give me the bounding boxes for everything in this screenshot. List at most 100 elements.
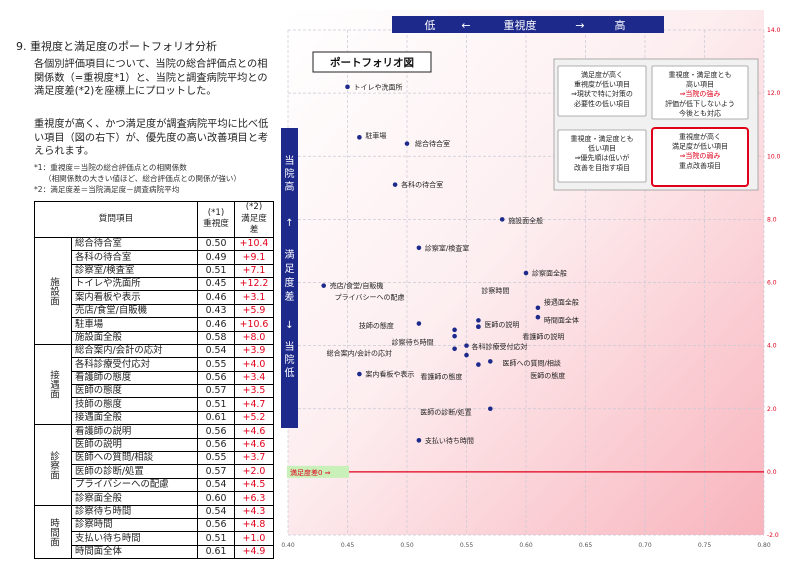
data-point — [452, 327, 457, 333]
cell-diff: +1.0 — [234, 531, 274, 546]
x-tick-label: 0.65 — [579, 542, 593, 549]
table-row: 接遇面 総合案内/会計の応対 0.54 +3.9 — [34, 343, 274, 426]
chart-label: ポートフォリオ図 — [330, 56, 414, 69]
cell-diff: +4.6 — [234, 437, 274, 453]
data-point — [476, 324, 481, 329]
quadrant-text: 重視度・満足度とも — [571, 134, 634, 143]
data-point — [345, 84, 350, 90]
zero-label: 満足度差0 ⇒ — [290, 468, 331, 477]
x-tick-label: 0.70 — [638, 542, 652, 549]
table-row: 各科の待合室 0.49 +9.1 — [35, 250, 274, 265]
cell-importance: 0.56 — [197, 517, 235, 533]
cell-importance: 0.57 — [197, 384, 235, 399]
svg-text:当: 当 — [285, 154, 295, 167]
table-row: トイレや洗面所 0.45 +12.2 — [35, 276, 274, 292]
top-axis-arrow-left: ← — [461, 19, 470, 32]
point-label: 医師の説明 — [484, 320, 519, 329]
x-tick-label: 0.60 — [519, 542, 533, 549]
svg-text:差: 差 — [285, 290, 295, 303]
cell-importance: 0.54 — [197, 504, 235, 519]
cell-importance: 0.55 — [197, 357, 235, 372]
points-layer — [321, 84, 541, 443]
y-tick-label: 6.0 — [767, 280, 777, 287]
data-point — [321, 283, 326, 288]
quadrant-text: 満足度が高く — [581, 70, 623, 79]
table-row: 時間面 診察待ち時間 0.54 +4.3 — [34, 504, 274, 560]
quadrant-text: ⇒現状で特に対策の — [571, 89, 633, 98]
left-axis-title: 満足度差 — [285, 249, 295, 303]
cell-diff: +4.5 — [234, 477, 274, 493]
table-row: 技師の態度 0.51 +4.7 — [35, 397, 274, 412]
svg-text:足: 足 — [285, 263, 295, 275]
quadrant-text: 満足度が低い項目 — [672, 142, 728, 151]
quadrant-text: 重視度が高く — [679, 132, 721, 141]
point-label: 技師の態度 — [359, 321, 394, 330]
cell-item: 医師の説明 — [71, 437, 198, 453]
point-label: 診察時間 — [481, 286, 509, 295]
point-label: 診察面全般 — [532, 269, 567, 278]
x-tick-label: 0.55 — [460, 542, 474, 549]
cell-diff: +3.9 — [234, 343, 274, 359]
cell-diff: +4.3 — [234, 504, 274, 519]
cell-importance: 0.45 — [197, 276, 235, 292]
cell-importance: 0.56 — [197, 370, 235, 386]
labels-layer: トイレや洗面所駐車場総合待合室各科の待合室施設面全般診察室/検査室診察面全般売店… — [327, 82, 579, 445]
y-tick-label: -2.0 — [767, 532, 779, 539]
cell-importance: 0.46 — [197, 290, 235, 305]
cell-importance: 0.43 — [197, 303, 235, 319]
cell-diff: +3.5 — [234, 384, 274, 399]
cell-item: 各科の待合室 — [71, 250, 198, 265]
cell-item: 総合案内/会計の応対 — [71, 343, 198, 359]
svg-text:高: 高 — [285, 180, 295, 193]
quadrant-text: 重視度が低い項目 — [574, 80, 630, 89]
cell-item: 診察面全般 — [71, 491, 198, 506]
cell-diff: +4.6 — [234, 424, 274, 439]
footnote-1-detail: （相関係数の大きい値ほど、総合評価点との関係が強い） — [44, 174, 241, 183]
quadrant-text: 重点改善項目 — [679, 161, 721, 170]
table-row: 施設面 総合待合室 0.50 +10.4 — [34, 236, 274, 345]
top-axis-title: 重視度 — [504, 18, 537, 32]
left-axis-high: 当院高 — [285, 154, 295, 193]
chart-label-box — [312, 51, 432, 73]
cell-importance: 0.54 — [197, 477, 235, 493]
quadrant-text: 低い項目 — [588, 144, 616, 153]
zero-label-bg — [287, 465, 349, 478]
cell-item: 施設面全般 — [71, 330, 198, 345]
x-tick-label: 0.50 — [400, 542, 414, 549]
data-point — [392, 182, 398, 187]
point-label: 売店/食堂/自販機 — [330, 281, 384, 290]
left-axis-low: 当院低 — [285, 340, 295, 379]
y-tick-label: 14.0 — [767, 27, 781, 34]
quadrant-text: ⇒当院の弱み — [680, 151, 721, 160]
svg-text:満: 満 — [285, 249, 295, 261]
cell-diff: +7.1 — [234, 263, 274, 278]
point-label: 案内看板や表示 — [365, 370, 414, 379]
quadrant-text: 評価が低下しないよう — [665, 99, 735, 108]
svg-text:当: 当 — [285, 340, 295, 353]
cell-item: 診察室/検査室 — [71, 263, 198, 278]
x-tick-label: 0.80 — [757, 542, 771, 549]
data-point — [476, 362, 481, 367]
cell-importance: 0.54 — [197, 343, 235, 359]
cell-item: 医師の態度 — [71, 384, 198, 399]
cell-diff: +5.9 — [234, 303, 274, 319]
cell-diff: +9.1 — [234, 250, 274, 265]
point-label: 支払い待ち時間 — [425, 436, 474, 445]
table-row: 駐車場 0.46 +10.6 — [35, 317, 274, 332]
svg-text:低: 低 — [285, 366, 295, 379]
point-label: プライバシーへの配慮 — [335, 292, 405, 301]
data-point — [499, 217, 505, 222]
svg-text:↑: ↑ — [285, 218, 293, 229]
point-label: 診察室/検査室 — [425, 243, 469, 252]
x-tick-label: 0.45 — [341, 542, 355, 549]
quadrant-box — [651, 65, 749, 120]
table-row: 診察面 看護師の説明 0.56 +4.6 — [34, 424, 274, 506]
point-label: 駐車場 — [365, 131, 386, 140]
x-tick-label: 0.40 — [281, 542, 295, 549]
data-point — [488, 359, 493, 364]
quadrant-text: 高い項目 — [686, 80, 714, 89]
data-point — [523, 270, 529, 276]
data-point — [476, 318, 481, 323]
cell-item: 医師の診断/処置 — [71, 464, 198, 479]
left-panel: 9. 重視度と満足度のポートフォリオ分析 各個別評価項目について、当院の総合評価… — [0, 0, 275, 560]
